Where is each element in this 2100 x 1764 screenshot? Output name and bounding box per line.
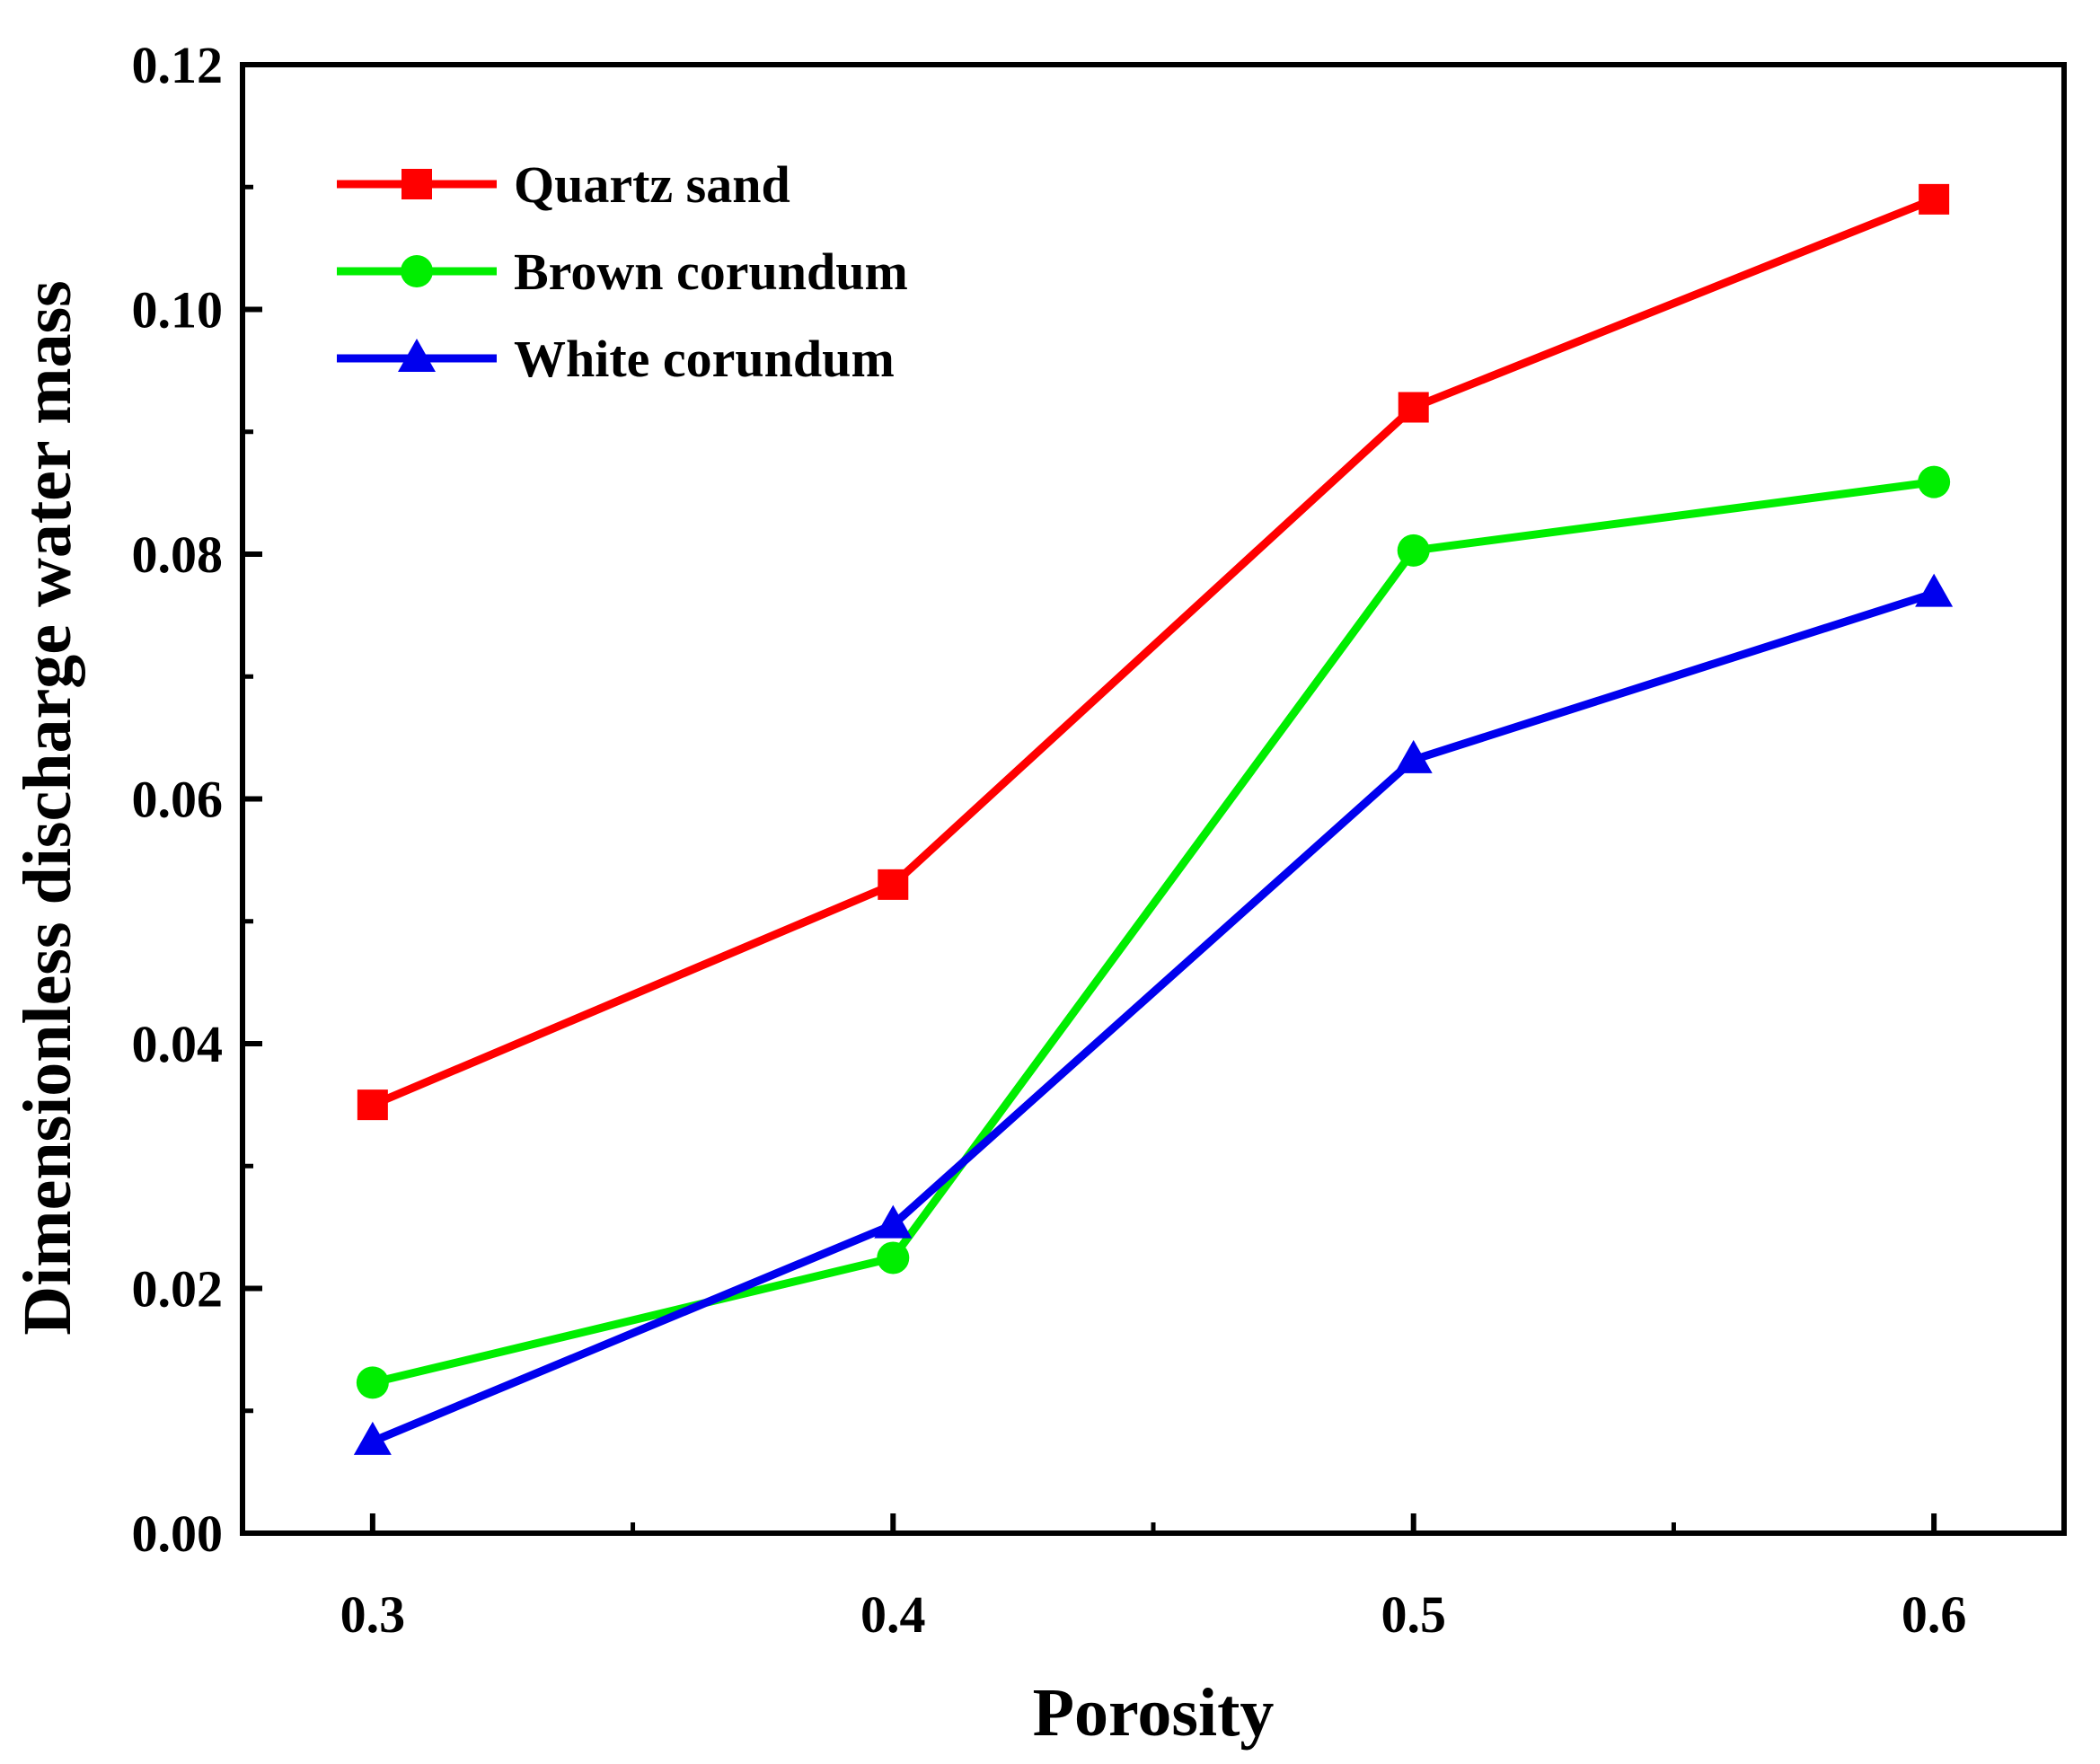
axis-ticks (243, 62, 1937, 1536)
legend-item: White corundum (337, 330, 895, 388)
x-axis-title: Porosity (1033, 1675, 1275, 1751)
legend-label: Quartz sand (514, 155, 790, 214)
series-circle (356, 465, 1951, 1399)
data-point (1398, 392, 1429, 423)
y-tick-label: 0.02 (132, 1260, 224, 1319)
legend-marker (398, 339, 436, 372)
y-tick-label: 0.08 (132, 525, 224, 584)
data-point (1915, 573, 1954, 607)
data-point (1397, 534, 1430, 567)
data-point (877, 1241, 910, 1274)
legend-label: White corundum (514, 330, 895, 388)
y-tick-label: 0.10 (132, 281, 224, 340)
data-point (357, 1089, 388, 1121)
y-tick-label: 0.12 (132, 36, 224, 94)
y-tick-label: 0.04 (132, 1015, 224, 1073)
series-line (371, 195, 1936, 1109)
data-point (878, 869, 909, 900)
x-tick-label: 0.5 (1381, 1585, 1446, 1644)
series-triangle (353, 573, 1954, 1455)
series-layer (353, 183, 1954, 1455)
data-point (353, 1421, 392, 1455)
y-tick-label: 0.06 (132, 771, 224, 829)
legend-marker (401, 255, 433, 287)
y-axis-title: Dimensionless discharge water mass (10, 280, 85, 1335)
plot-frame (240, 62, 2067, 1536)
x-tick-label: 0.3 (340, 1585, 406, 1644)
y-tick-label: 0.00 (132, 1504, 224, 1563)
data-point (356, 1366, 389, 1399)
legend-label: Brown corundum (514, 243, 908, 301)
series-line (371, 478, 1935, 1387)
series-line (371, 589, 1936, 1445)
x-tick-label: 0.6 (1901, 1585, 1967, 1644)
series-square (357, 183, 1950, 1121)
data-point (1394, 739, 1433, 773)
data-point (1919, 183, 1950, 215)
data-point (874, 1204, 913, 1239)
data-point (1918, 465, 1951, 498)
legend-marker (401, 169, 432, 199)
legend-item: Brown corundum (337, 243, 908, 301)
legend-item: Quartz sand (337, 155, 790, 214)
tick-labels: 0.3 0.4 0.5 0.6 0.00 0.02 0.04 0.06 0.08 0.10 0.12 (132, 36, 1967, 1644)
x-tick-label: 0.4 (860, 1585, 926, 1644)
legend: Quartz sand Brown corundum White corundum (337, 155, 908, 388)
